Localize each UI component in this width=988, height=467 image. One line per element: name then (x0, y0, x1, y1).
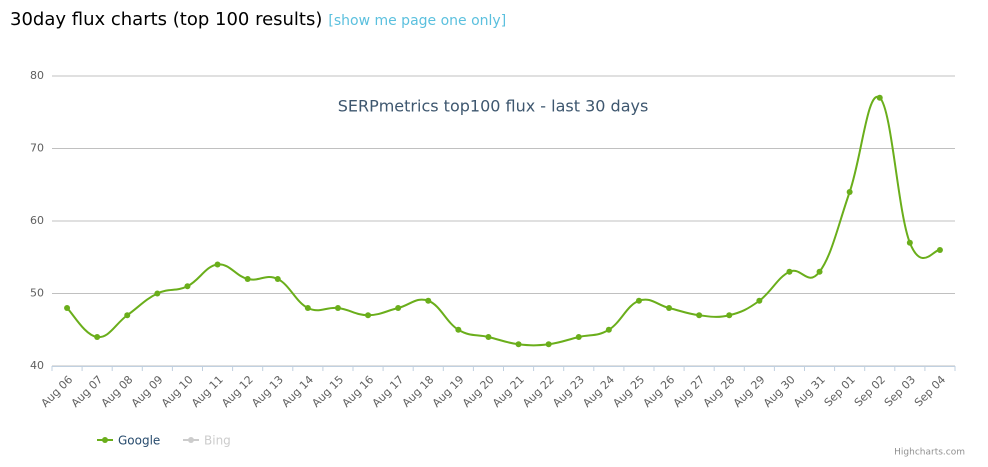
x-tick-label: Aug 06 (39, 373, 76, 410)
point (756, 297, 763, 304)
x-tick-label: Aug 26 (641, 373, 678, 410)
y-tick-label: 40 (30, 359, 44, 372)
x-tick-label: Aug 07 (69, 373, 106, 410)
legend-marker (102, 437, 108, 443)
y-tick-label: 60 (30, 214, 44, 227)
point (545, 341, 552, 348)
point (485, 334, 492, 340)
point (154, 290, 161, 297)
point (395, 305, 402, 311)
x-tick-label: Aug 17 (370, 373, 407, 410)
chart-title: SERPmetrics top100 flux - last 30 days (338, 97, 649, 116)
x-tick-label: Aug 27 (671, 373, 708, 410)
x-tick-label: Sep 02 (852, 373, 888, 409)
point (64, 305, 71, 311)
x-tick-label: Aug 09 (129, 373, 166, 410)
y-tick-label: 50 (30, 287, 44, 300)
x-tick-label: Aug 18 (400, 373, 437, 410)
point (334, 305, 341, 311)
x-tick-label: Aug 15 (309, 373, 346, 410)
x-tick-label: Aug 16 (340, 373, 377, 410)
x-tick-label: Aug 14 (279, 373, 316, 410)
point (816, 268, 823, 275)
point (425, 297, 432, 304)
x-tick-label: Aug 21 (490, 373, 527, 410)
point (274, 276, 281, 282)
x-tick-label: Aug 20 (460, 373, 497, 410)
point (786, 268, 793, 275)
point (515, 341, 522, 348)
x-tick-label: Aug 28 (701, 373, 738, 410)
x-tick-label: Aug 10 (159, 373, 196, 410)
legend-marker (188, 437, 194, 443)
x-tick-label: Aug 22 (520, 373, 557, 410)
legend-label[interactable]: Bing (204, 434, 231, 448)
y-tick-label: 70 (30, 142, 44, 155)
x-tick-label: Aug 11 (189, 373, 226, 410)
point (876, 94, 883, 101)
x-tick-label: Aug 08 (99, 373, 136, 410)
x-tick-label: Aug 23 (550, 373, 587, 410)
point (666, 305, 673, 311)
x-tick-label: Aug 31 (791, 373, 828, 410)
y-tick-label: 80 (30, 69, 44, 82)
x-tick-label: Sep 03 (882, 373, 918, 409)
point (94, 334, 101, 340)
point (906, 239, 913, 246)
x-tick-label: Aug 25 (610, 373, 647, 410)
point (726, 312, 733, 319)
x-tick-label: Aug 30 (761, 373, 798, 410)
page-link[interactable]: [show me page one only] (328, 13, 506, 29)
x-tick-label: Aug 12 (219, 373, 256, 410)
page-title: 30day flux charts (top 100 results) (10, 9, 322, 30)
x-tick-label: Aug 19 (430, 373, 467, 410)
x-tick-label: Sep 04 (912, 373, 948, 409)
point (304, 305, 311, 311)
point (575, 334, 582, 340)
point (365, 312, 372, 319)
point (214, 261, 221, 268)
point (244, 276, 251, 282)
x-tick-label: Aug 29 (731, 373, 768, 410)
x-tick-label: Sep 01 (822, 373, 858, 409)
x-tick-label: Aug 13 (249, 373, 286, 410)
point (605, 326, 612, 333)
legend-label[interactable]: Google (118, 434, 160, 448)
point (184, 283, 191, 290)
point (124, 312, 131, 319)
point (635, 297, 642, 304)
x-tick-label: Aug 24 (580, 373, 617, 410)
point (455, 326, 462, 333)
point (936, 247, 943, 253)
credits[interactable]: Highcharts.com (894, 448, 965, 458)
point (846, 189, 853, 195)
point (696, 312, 703, 319)
